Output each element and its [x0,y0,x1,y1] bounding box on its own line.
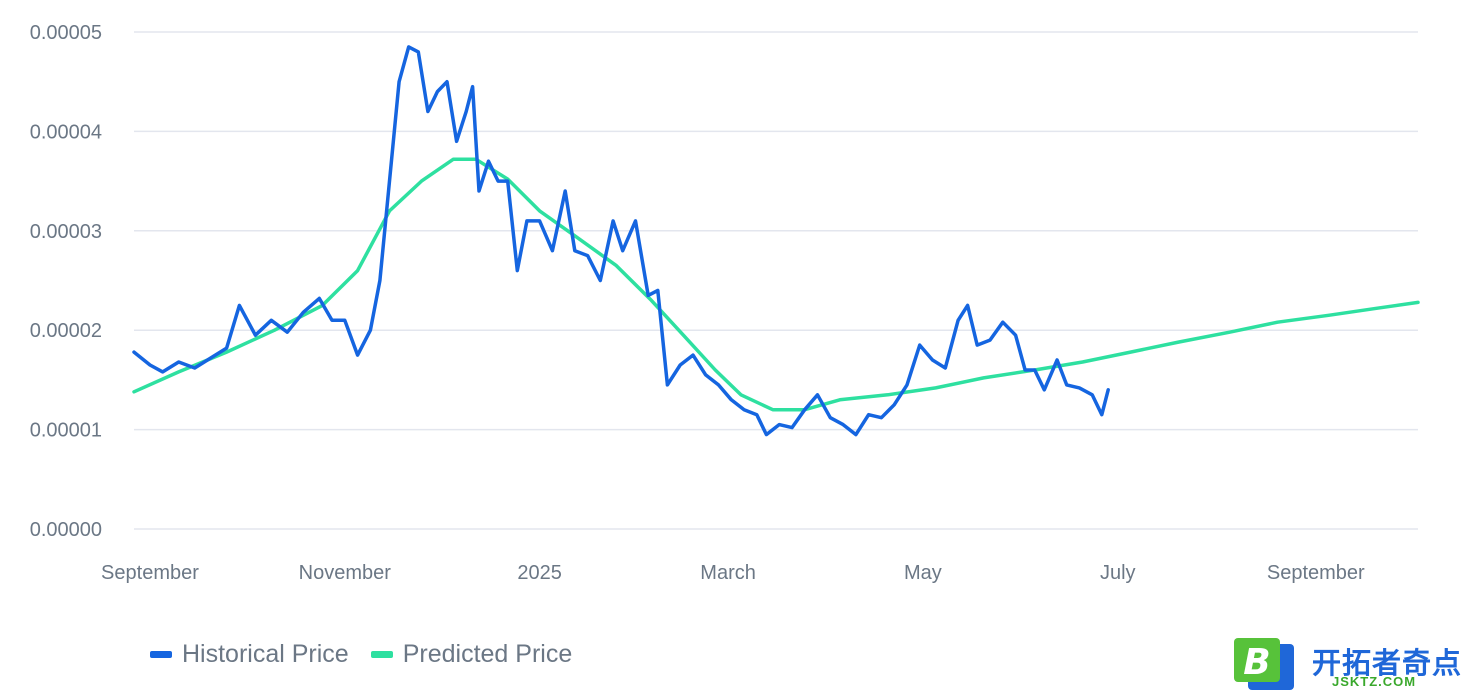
x-tick-label: September [101,562,199,584]
grid-lines [134,31,1418,530]
y-tick-label: 0.00004 [30,121,102,143]
legend-item-historical[interactable]: Historical Price [150,640,349,669]
historical-price-line [132,45,1110,437]
watermark-site: JSKTZ.COM [1332,674,1417,689]
legend-label-predicted: Predicted Price [402,640,573,668]
price-chart: 0.00000 0.00001 0.00002 0.00003 0.00004 0.000… [30,22,1420,584]
x-tick-label: September [1267,562,1365,584]
watermark-badge-icon: B [1234,638,1294,690]
svg-text:B: B [1243,642,1270,683]
x-tick-label: July [1100,562,1136,584]
legend-swatch-historical [150,651,172,658]
x-tick-label: November [299,562,392,584]
y-tick-label: 0.00003 [30,221,102,243]
legend-item-predicted[interactable]: Predicted Price [370,640,573,669]
legend-swatch-predicted [370,651,393,658]
x-axis-ticks: September November 2025 March May July Septemb… [101,562,1365,584]
x-tick-label: 2025 [517,562,562,584]
predicted-price-line [132,157,1420,412]
y-tick-label: 0.00005 [30,22,102,44]
y-tick-label: 0.00002 [30,320,102,342]
chart-legend: Historical Price Predicted Price [150,640,594,669]
x-tick-label: March [700,562,756,584]
watermark-logo: B 开拓者奇点 JSKTZ.COM [1228,636,1464,694]
y-tick-label: 0.00001 [30,420,102,442]
y-tick-label: 0.00000 [30,519,102,541]
x-tick-label: May [904,562,942,584]
watermark-name: 开拓者奇点 [1312,646,1463,680]
series-lines [132,45,1420,437]
legend-label-historical: Historical Price [182,640,349,668]
y-axis-ticks: 0.00000 0.00001 0.00002 0.00003 0.00004 0.000… [30,22,102,541]
